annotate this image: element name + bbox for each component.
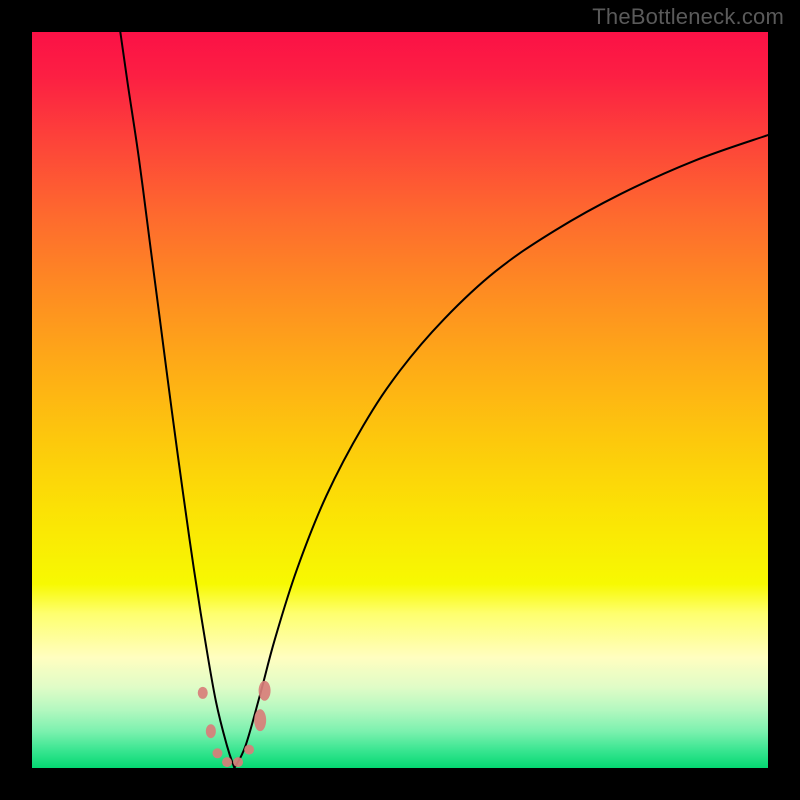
watermark-text: TheBottleneck.com — [592, 4, 784, 30]
plot-area — [32, 32, 768, 768]
background-gradient — [32, 32, 768, 768]
